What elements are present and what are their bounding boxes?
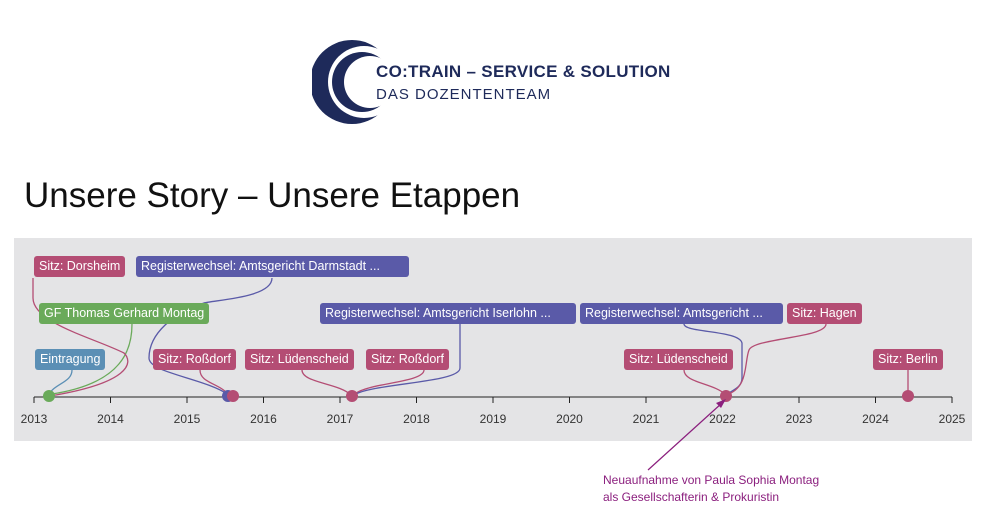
connector-luedenscheid-1	[301, 369, 352, 396]
annotation-line-1: Neuaufnahme von Paula Sophia Montag	[603, 473, 820, 487]
tick-label: 2018	[403, 412, 430, 426]
event-label-sitz-berlin[interactable]: Sitz: Berlin	[873, 349, 943, 370]
tick-label: 2022	[709, 412, 736, 426]
connector-rossdorf-2	[353, 369, 425, 396]
connector-register-darmstadt	[148, 277, 273, 396]
tick-label: 2019	[479, 412, 507, 426]
connector-dorsheim	[32, 278, 129, 397]
tick-label: 2024	[862, 412, 889, 426]
event-dot-2013[interactable]	[43, 390, 55, 402]
event-dot-2017[interactable]	[346, 390, 358, 402]
connector-luedenscheid-2	[683, 369, 727, 396]
axis-ticks	[33, 397, 953, 403]
annotation-note: Neuaufnahme von Paula Sophia Montag als …	[603, 472, 819, 506]
event-dot-2024[interactable]	[902, 390, 914, 402]
event-label-sitz-luedenscheid-1[interactable]: Sitz: Lüdenscheid	[245, 349, 354, 370]
tick-label: 2015	[173, 412, 201, 426]
event-dot-2022[interactable]	[720, 390, 732, 402]
event-label-sitz-rossdorf-1[interactable]: Sitz: Roßdorf	[153, 349, 236, 370]
connector-register-3	[683, 323, 743, 396]
tick-label: 2013	[20, 412, 48, 426]
tick-label: 2025	[938, 412, 966, 426]
tick-label: 2017	[326, 412, 354, 426]
tick-label: 2014	[97, 412, 124, 426]
connector-gf	[51, 323, 133, 395]
event-label-register-3[interactable]: Registerwechsel: Amtsgericht ...	[580, 303, 783, 324]
event-label-register-darmstadt[interactable]: Registerwechsel: Amtsgericht Darmstadt .…	[136, 256, 409, 277]
event-label-sitz-dorsheim[interactable]: Sitz: Dorsheim	[34, 256, 126, 277]
logo-subtitle: DAS DOZENTENTEAM	[376, 86, 552, 103]
connector-hagen	[725, 323, 827, 396]
tick-label: 2016	[250, 412, 277, 426]
tick-label: 2023	[785, 412, 813, 426]
connector-register-iserlohn	[353, 324, 461, 396]
logo-title: CO:TRAIN – SERVICE & SOLUTION	[376, 62, 671, 81]
event-label-sitz-rossdorf-2[interactable]: Sitz: Roßdorf	[366, 349, 449, 370]
crescent-logo-icon	[312, 40, 382, 124]
tick-label: 2020	[556, 412, 583, 426]
event-label-sitz-luedenscheid-2[interactable]: Sitz: Lüdenscheid	[624, 349, 733, 370]
event-label-eintragung[interactable]: Eintragung	[35, 349, 106, 370]
page-title: Unsere Story – Unsere Etappen	[24, 176, 521, 215]
event-dot-2015-b[interactable]	[227, 390, 239, 402]
tick-label: 2021	[632, 412, 660, 426]
event-label-register-iserlohn[interactable]: Registerwechsel: Amtsgericht Iserlohn ..…	[320, 303, 576, 324]
event-label-gf-montag[interactable]: GF Thomas Gerhard Montag	[39, 303, 210, 324]
timeline-panel: Sitz: Dorsheim Registerwechsel: Amtsgeri…	[14, 238, 972, 441]
annotation-line-2: als Gesellschafterin & Prokuristin	[603, 490, 780, 504]
co-train-logo: CO:TRAIN – SERVICE & SOLUTION DAS DOZENT…	[312, 36, 692, 128]
event-label-sitz-hagen[interactable]: Sitz: Hagen	[787, 303, 862, 324]
